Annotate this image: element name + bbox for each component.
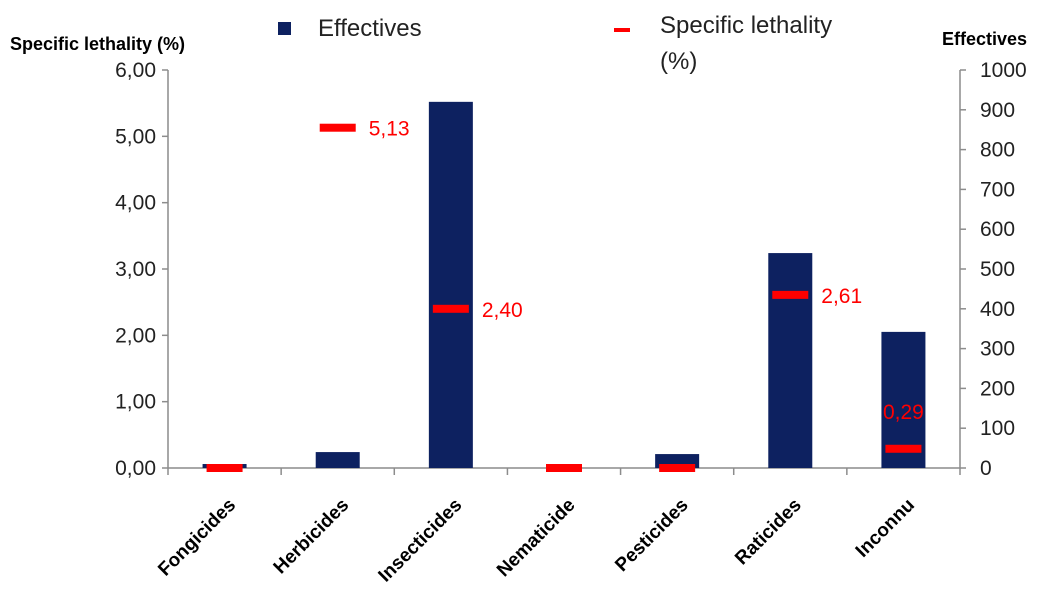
category-label: Insecticides bbox=[375, 495, 467, 587]
left-axis-title: Specific lethality (%) bbox=[10, 34, 185, 54]
category-labels: Fongicides Herbicides Insecticides Nematici… bbox=[154, 495, 919, 587]
right-tick-label: 200 bbox=[980, 377, 1015, 400]
lethality-markers: 5,13 2,40 2,61 0,29 bbox=[206, 118, 924, 472]
legend-lethality-swatch bbox=[614, 28, 630, 32]
lethality-marker bbox=[206, 464, 243, 472]
lethality-marker bbox=[885, 444, 922, 453]
legend-lethality-label-line2: (%) bbox=[660, 48, 697, 75]
right-tick-label: 0 bbox=[980, 457, 992, 480]
left-tick-label: 2,00 bbox=[115, 324, 156, 347]
category-label: Nematicide bbox=[493, 495, 580, 582]
right-tick-label: 1000 bbox=[980, 59, 1027, 82]
lethality-data-label: 5,13 bbox=[369, 118, 410, 141]
right-tick-label: 800 bbox=[980, 139, 1015, 162]
lethality-marker bbox=[546, 464, 582, 472]
left-tick-label: 4,00 bbox=[115, 192, 156, 215]
lethality-data-label: 2,61 bbox=[821, 285, 862, 308]
left-tick-label: 0,00 bbox=[115, 457, 156, 480]
lethality-data-label: 0,29 bbox=[883, 401, 924, 424]
category-label: Inconnu bbox=[852, 495, 919, 562]
effectives-bars bbox=[202, 101, 926, 468]
left-axis-ticks: 0,00 1,00 2,00 3,00 4,00 5,00 6,00 bbox=[115, 59, 168, 480]
category-label: Pesticides bbox=[611, 495, 692, 576]
legend-effectives-label: Effectives bbox=[318, 15, 422, 42]
lethality-marker bbox=[319, 123, 356, 132]
legend-effectives-swatch bbox=[278, 22, 291, 35]
lethality-marker bbox=[432, 304, 469, 313]
lethality-marker bbox=[772, 290, 809, 299]
right-tick-label: 600 bbox=[980, 218, 1015, 241]
left-tick-label: 5,00 bbox=[115, 125, 156, 148]
right-tick-label: 900 bbox=[980, 99, 1015, 122]
left-tick-label: 3,00 bbox=[115, 258, 156, 281]
left-tick-label: 6,00 bbox=[115, 59, 156, 82]
legend-lethality-label-line1: Specific lethality bbox=[660, 12, 832, 39]
effectives-bar bbox=[428, 101, 473, 468]
right-tick-label: 100 bbox=[980, 417, 1015, 440]
legend: Effectives Specific lethality (%) bbox=[278, 12, 832, 75]
right-tick-label: 500 bbox=[980, 258, 1015, 281]
category-label: Fongicides bbox=[154, 495, 240, 581]
effectives-bar bbox=[315, 452, 360, 468]
lethality-data-label: 2,40 bbox=[482, 299, 523, 322]
right-tick-label: 300 bbox=[980, 338, 1015, 361]
right-axis-ticks: 0 100 200 300 400 500 600 700 800 900 1000 bbox=[960, 59, 1027, 480]
right-tick-label: 400 bbox=[980, 298, 1015, 321]
category-label: Herbicides bbox=[270, 495, 354, 579]
left-tick-label: 1,00 bbox=[115, 391, 156, 414]
category-ticks bbox=[167, 468, 961, 475]
effectives-bar bbox=[768, 253, 813, 468]
right-axis-title: Effectives bbox=[942, 29, 1027, 49]
category-label: Raticides bbox=[731, 495, 806, 570]
lethality-marker bbox=[659, 464, 696, 472]
right-tick-label: 700 bbox=[980, 178, 1015, 201]
